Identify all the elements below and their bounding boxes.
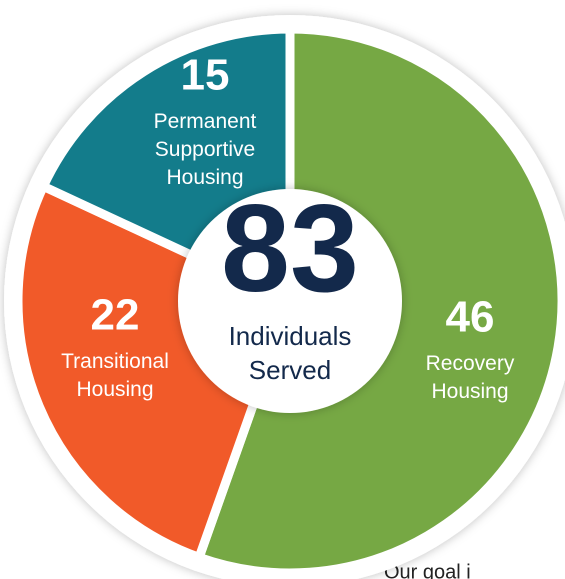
slice-value: 22 [91,291,140,340]
center-circle [178,189,402,413]
slice-value: 15 [181,51,230,100]
background-text: Our goal i [384,561,471,579]
slice-label: Transitional Housing [61,350,169,401]
slice-value: 46 [446,293,495,342]
slice-label: Permanent Supportive Housing [154,110,257,189]
center-label: Individuals Served [229,321,352,385]
slice-label: Recovery Housing [426,352,515,403]
center-value: 83 [221,180,359,318]
